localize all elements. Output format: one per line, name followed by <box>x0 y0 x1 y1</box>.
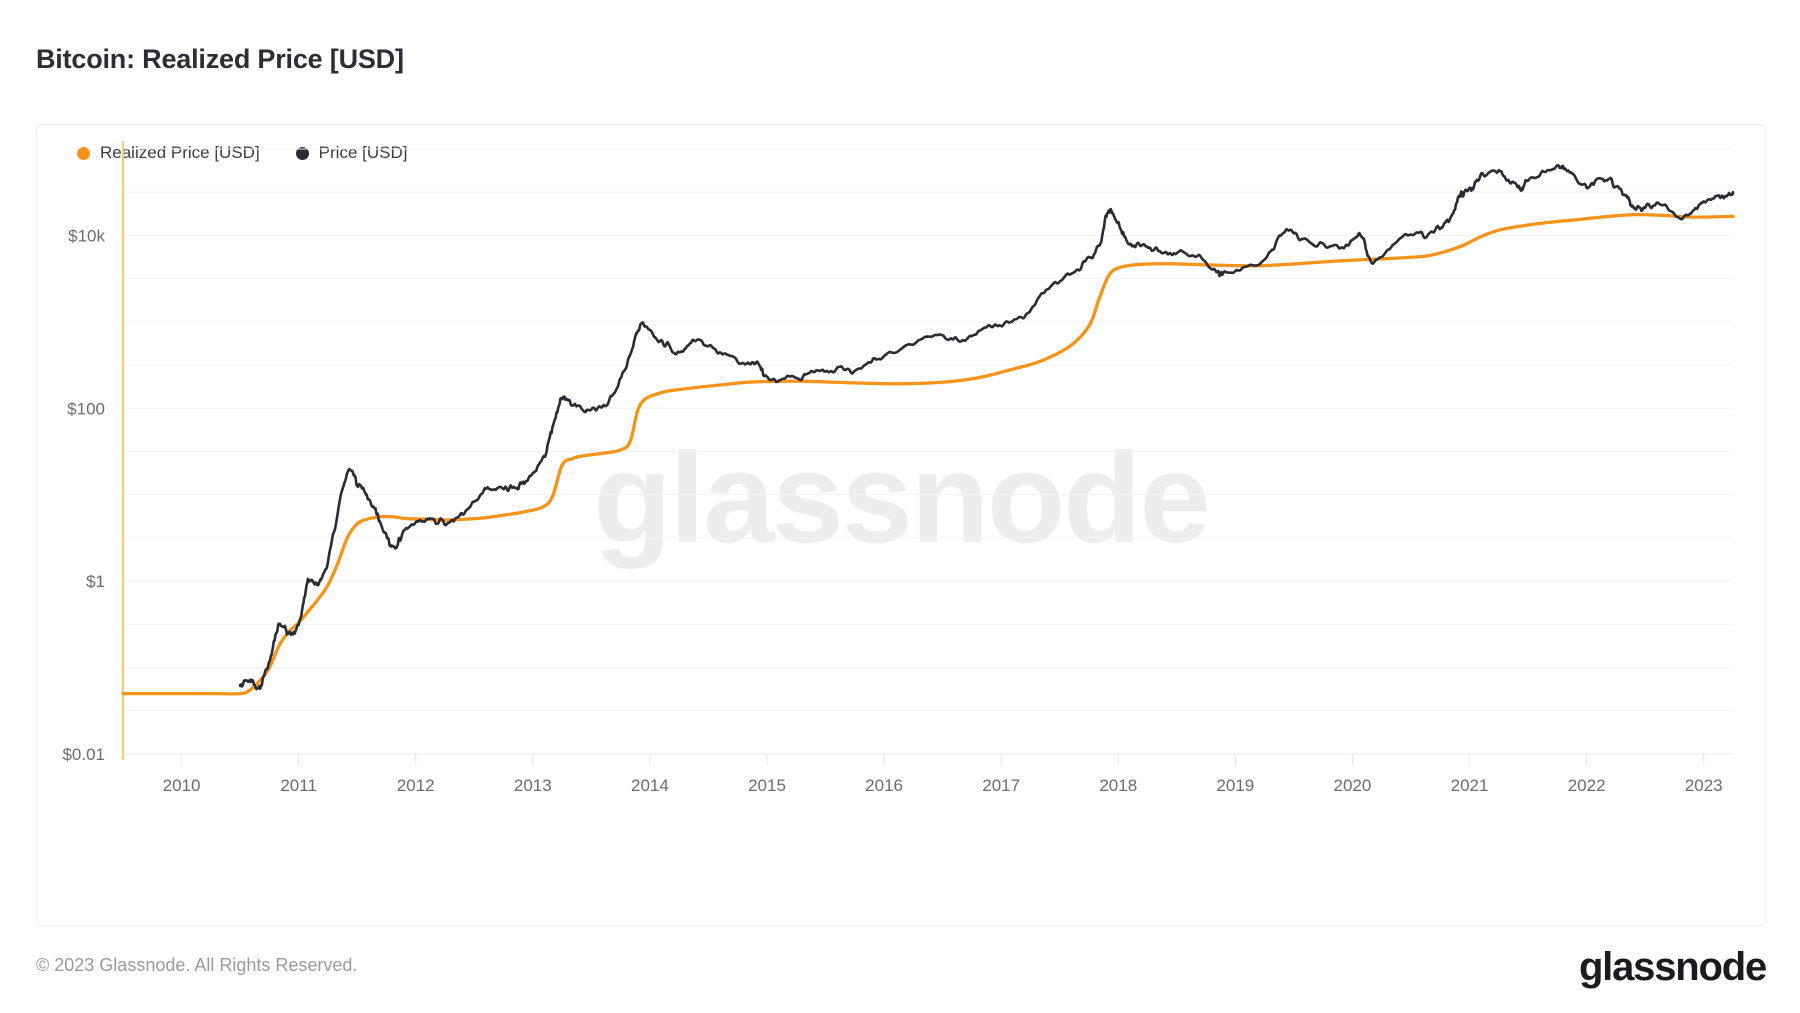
x-tick-label: 2019 <box>1216 776 1254 795</box>
series-group <box>121 163 1735 696</box>
gridlines-group <box>123 148 1733 755</box>
x-tick-label: 2014 <box>631 776 669 795</box>
chart-legend: Realized Price [USD] Price [USD] <box>77 140 407 166</box>
legend-dot-dark-icon <box>295 146 309 160</box>
legend-dot-orange-icon <box>77 146 90 160</box>
x-tick-label: 2013 <box>514 776 552 795</box>
x-tick-label: 2011 <box>280 776 317 795</box>
y-tick-labels-group: $0.01 $1 $100 $10k <box>62 226 105 764</box>
plot-area[interactable]: $0.01 $1 $100 $10k 2010 2011 2012 2013 2014 2015… <box>37 125 1767 927</box>
x-tick-label: 2012 <box>397 776 435 795</box>
x-tick-label: 2017 <box>982 776 1020 795</box>
x-tick-label: 2022 <box>1568 776 1606 795</box>
y-tick-label: $100 <box>67 399 105 418</box>
footer-logo: glassnode <box>1578 945 1767 989</box>
page-title: Bitcoin: Realized Price [USD] <box>36 44 404 74</box>
y-tick-label: $0.01 <box>62 745 105 764</box>
chart-card: Realized Price [USD] Price [USD] glassno… <box>36 124 1766 926</box>
x-tick-label: 2021 <box>1451 776 1489 795</box>
chart-svg[interactable]: $0.01 $1 $100 $10k 2010 2011 2012 2013 2014 2015… <box>37 125 1767 927</box>
x-tick-label: 2018 <box>1099 776 1137 795</box>
price-line[interactable] <box>238 163 1735 691</box>
y-tick-label: $1 <box>86 572 105 591</box>
legend-item-price[interactable]: Price [USD] <box>295 143 408 163</box>
x-tick-label: 2020 <box>1334 776 1372 795</box>
x-tick-label: 2016 <box>865 776 903 795</box>
realized-price-line[interactable] <box>121 212 1735 696</box>
x-tick-label: 2015 <box>748 776 786 795</box>
legend-label-realized-price: Realized Price [USD] <box>100 143 260 162</box>
legend-item-realized-price[interactable]: Realized Price [USD] <box>77 143 260 163</box>
footer-copyright: © 2023 Glassnode. All Rights Reserved. <box>36 955 358 975</box>
axes-group <box>121 141 1733 765</box>
y-tick-label: $10k <box>68 226 105 245</box>
legend-label-price: Price [USD] <box>318 143 408 162</box>
x-tick-label: 2023 <box>1685 776 1723 795</box>
x-tick-labels-group: 2010 2011 2012 2013 2014 2015 2016 2017 2018 2019… <box>163 776 1723 795</box>
x-tick-label: 2010 <box>163 776 201 795</box>
